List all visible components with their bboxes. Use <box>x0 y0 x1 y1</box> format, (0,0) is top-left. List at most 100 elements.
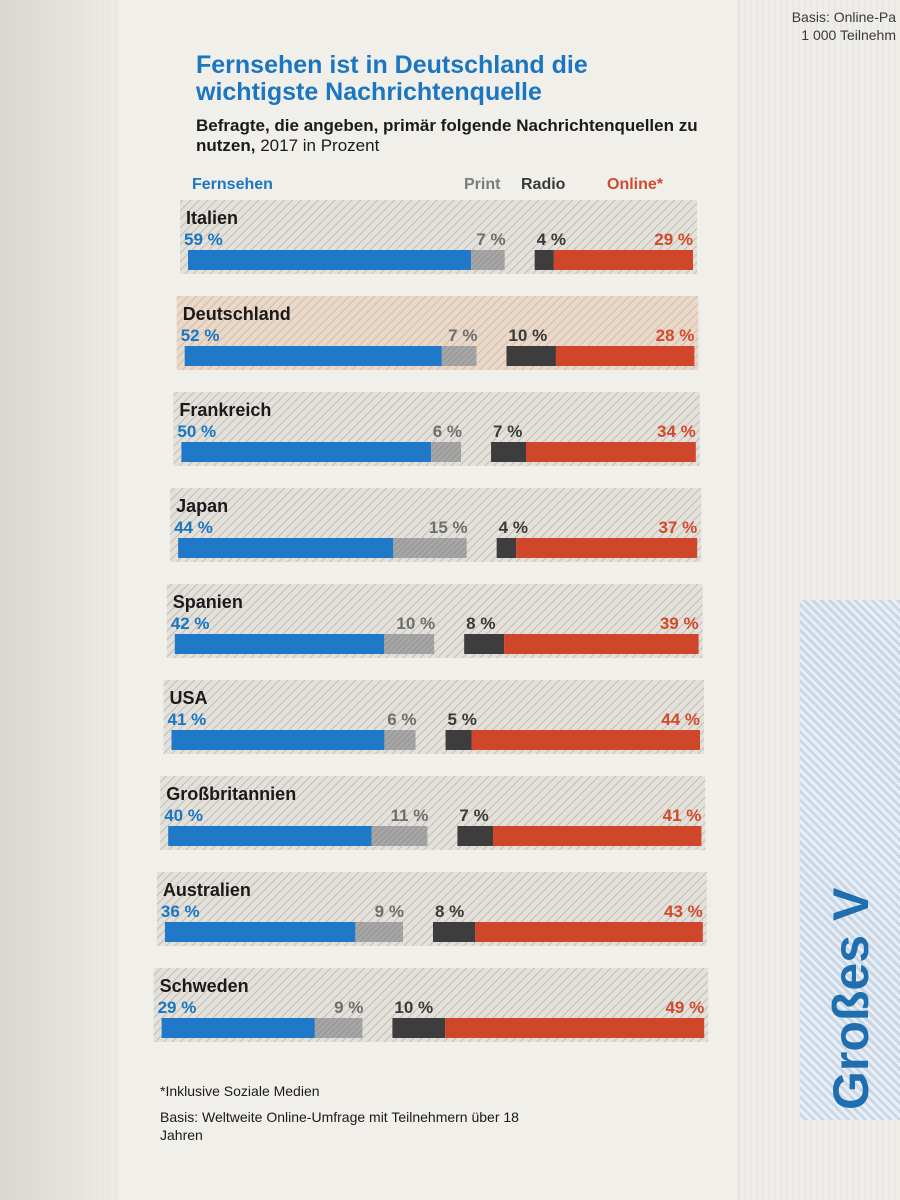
value-label-tv: 44 % <box>174 518 213 537</box>
bar-online <box>555 346 695 366</box>
bar-radio <box>432 922 476 942</box>
chart-row-2: Frankreich 50 % 6 % 7 % 34 % <box>173 392 700 466</box>
subtitle-main: Befragte, die angeben, primär folgende N… <box>196 116 698 155</box>
bar-online <box>504 634 699 654</box>
value-label-print: 9 % <box>375 902 404 921</box>
chart-row-1: Deutschland 52 % 7 % 10 % 28 % <box>176 296 699 370</box>
bar-online <box>526 442 696 462</box>
value-label-radio: 10 % <box>394 998 433 1017</box>
bar-online <box>475 922 703 942</box>
bar-tv <box>171 730 385 750</box>
bar-radio <box>506 346 556 366</box>
value-label-online: 29 % <box>654 230 693 249</box>
value-label-online: 28 % <box>656 326 695 345</box>
value-label-print: 7 % <box>448 326 477 345</box>
bar-tv <box>168 826 372 846</box>
chart-row-8: Schweden 29 % 9 % 10 % 49 % <box>153 968 709 1042</box>
category-label: Großbritannien <box>166 784 296 804</box>
bar-print <box>384 634 435 654</box>
value-label-tv: 41 % <box>168 710 207 729</box>
footnote-basis: Basis: Weltweite Online-Umfrage mit Teil… <box>160 1109 519 1143</box>
value-label-print: 10 % <box>396 614 435 633</box>
value-label-print: 6 % <box>387 710 416 729</box>
value-label-radio: 10 % <box>508 326 547 345</box>
value-label-radio: 7 % <box>493 422 522 441</box>
value-label-radio: 7 % <box>459 806 488 825</box>
bar-print <box>384 730 416 750</box>
value-label-radio: 4 % <box>499 518 528 537</box>
background-corner-note: Basis: Online-Pa 1 000 Teilnehm <box>766 8 900 44</box>
bar-radio <box>464 634 505 654</box>
bar-tv <box>181 442 432 462</box>
category-label: USA <box>170 688 208 708</box>
value-label-online: 44 % <box>661 710 700 729</box>
bar-radio <box>457 826 494 846</box>
value-label-radio: 8 % <box>435 902 464 921</box>
value-label-print: 7 % <box>476 230 505 249</box>
category-label: Deutschland <box>183 304 291 324</box>
corner-note-line-1: Basis: Online-Pa <box>791 9 896 25</box>
chart-row-0: Italien 59 % 7 % 4 % 29 % <box>180 200 697 274</box>
value-label-online: 41 % <box>663 806 702 825</box>
value-label-print: 11 % <box>391 806 429 825</box>
chart-row-3: Japan 44 % 15 % 4 % 37 % <box>170 488 702 562</box>
bar-tv <box>188 250 472 270</box>
bar-online <box>516 538 698 558</box>
value-label-tv: 59 % <box>184 230 223 249</box>
chart-row-6: Großbritannien 40 % 11 % 7 % 41 % <box>160 776 706 850</box>
background-decoration <box>800 600 900 1120</box>
bar-print <box>393 538 467 558</box>
bar-tv <box>164 922 356 942</box>
value-label-online: 34 % <box>657 422 696 441</box>
value-label-print: 6 % <box>433 422 462 441</box>
page-fold-shadow <box>0 0 120 1200</box>
bar-radio <box>534 250 554 270</box>
bar-tv <box>178 538 394 558</box>
value-label-tv: 40 % <box>164 806 203 825</box>
value-label-online: 39 % <box>660 614 699 633</box>
value-label-radio: 4 % <box>537 230 566 249</box>
chart-row-4: Spanien 42 % 10 % 8 % 39 % <box>166 584 703 658</box>
value-label-radio: 5 % <box>448 710 477 729</box>
category-label: Frankreich <box>179 400 271 420</box>
legend-print: Print <box>464 176 501 193</box>
legend-online: Online* <box>607 176 664 193</box>
bar-print <box>371 826 428 846</box>
value-label-online: 43 % <box>664 902 703 921</box>
bar-print <box>355 922 403 942</box>
bar-print <box>431 442 462 462</box>
bar-radio <box>392 1018 446 1038</box>
chart-row-7: Australien 36 % 9 % 8 % 43 % <box>156 872 707 946</box>
bar-radio <box>496 538 517 558</box>
value-label-tv: 36 % <box>161 902 200 921</box>
footnote-asterisk: *Inklusive Soziale Medien <box>160 1083 320 1099</box>
chart-subtitle: Befragte, die angeben, primär folgende N… <box>196 116 716 156</box>
bar-print <box>441 346 477 366</box>
category-label: Australien <box>163 880 251 900</box>
value-label-print: 9 % <box>334 998 363 1017</box>
bar-online <box>553 250 693 270</box>
bar-tv <box>184 346 442 366</box>
value-label-online: 49 % <box>665 998 704 1017</box>
bar-online <box>493 826 702 846</box>
corner-note-line-2: 1 000 Teilnehm <box>801 27 896 43</box>
category-label: Italien <box>186 208 238 228</box>
value-label-print: 15 % <box>429 518 468 537</box>
value-label-tv: 50 % <box>177 422 216 441</box>
category-label: Japan <box>176 496 228 516</box>
value-label-tv: 29 % <box>158 998 197 1017</box>
value-label-tv: 52 % <box>181 326 220 345</box>
bar-online <box>471 730 700 750</box>
subtitle-year: 2017 in Prozent <box>255 136 380 155</box>
bar-print <box>471 250 505 270</box>
category-label: Schweden <box>160 976 249 996</box>
bar-radio <box>491 442 527 462</box>
bar-radio <box>445 730 472 750</box>
legend-fernsehen: Fernsehen <box>192 176 273 193</box>
value-label-tv: 42 % <box>171 614 210 633</box>
category-label: Spanien <box>173 592 243 612</box>
value-label-online: 37 % <box>658 518 697 537</box>
chart-title: Fernsehen ist in Deutschland die wichtig… <box>196 51 588 106</box>
bar-print <box>314 1018 363 1038</box>
